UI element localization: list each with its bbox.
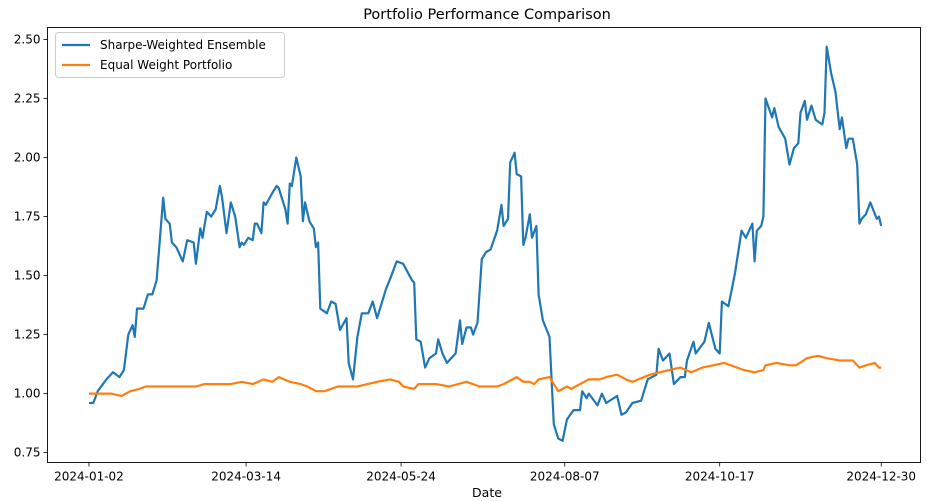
legend-label-sharpe-weighted: Sharpe-Weighted Ensemble bbox=[100, 38, 266, 52]
y-axis: 0.75 1.00 1.25 1.50 1.75 2.00 2.25 2.50 bbox=[14, 33, 48, 460]
legend-box bbox=[55, 32, 285, 78]
legend: Sharpe-Weighted Ensemble Equal Weight Po… bbox=[55, 32, 285, 78]
series-line-equal-weight-portfolio bbox=[89, 354, 882, 397]
x-tick-label: 2024-01-02 bbox=[54, 470, 124, 484]
x-tick-label: 2024-03-14 bbox=[211, 470, 281, 484]
x-axis: 2024-01-02 2024-03-14 2024-05-24 2024-08-07… bbox=[54, 462, 916, 484]
x-axis-label: Date bbox=[472, 485, 502, 500]
y-tick-label: 1.50 bbox=[14, 269, 41, 283]
legend-label-equal-weight: Equal Weight Portfolio bbox=[100, 58, 232, 72]
plot-frame bbox=[47, 27, 921, 463]
y-tick-label: 1.75 bbox=[14, 210, 41, 224]
x-tick-label: 2024-10-17 bbox=[685, 470, 755, 484]
y-tick-label: 1.00 bbox=[14, 387, 41, 401]
x-tick-label: 2024-12-30 bbox=[846, 470, 916, 484]
y-tick-label: 2.00 bbox=[14, 151, 41, 165]
series-line-sharpe-weighted-ensemble bbox=[89, 45, 883, 442]
y-tick-label: 2.25 bbox=[14, 92, 41, 106]
x-tick-label: 2024-08-07 bbox=[530, 470, 600, 484]
y-tick-label: 2.50 bbox=[14, 33, 41, 47]
x-tick-label: 2024-05-24 bbox=[366, 470, 436, 484]
chart-title: Portfolio Performance Comparison bbox=[363, 7, 611, 23]
series-layer bbox=[89, 45, 883, 442]
y-tick-label: 1.25 bbox=[14, 328, 41, 342]
y-tick-label: 0.75 bbox=[14, 446, 41, 460]
